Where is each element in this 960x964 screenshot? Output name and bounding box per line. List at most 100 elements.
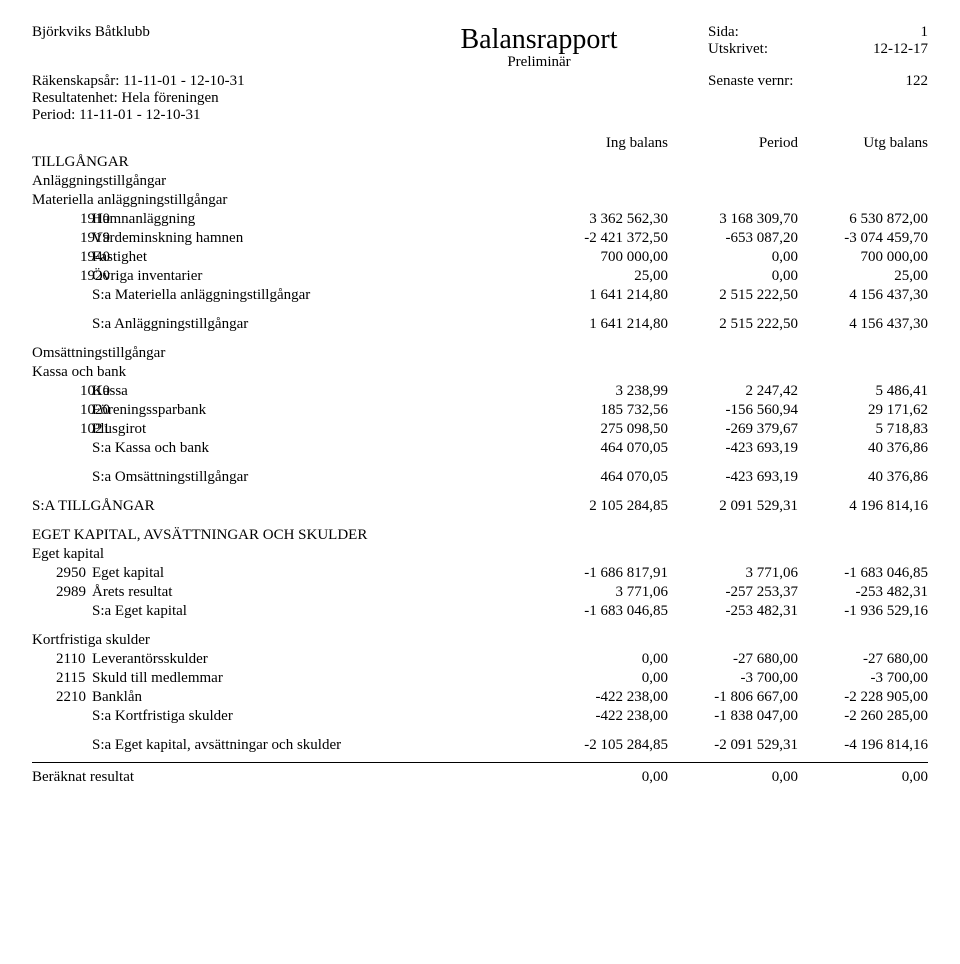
table-row: 2950 Eget kapital -1 686 817,91 3 771,06…: [32, 564, 928, 583]
val-ing: -1 686 817,91: [538, 564, 668, 583]
printed-meta: Utskrivet: 12-12-17: [708, 41, 928, 58]
acct-desc: Årets resultat: [92, 583, 538, 602]
result-row: Beräknat resultat 0,00 0,00 0,00: [32, 768, 928, 787]
acct-no: 2950: [32, 564, 92, 583]
val-period: 2 247,42: [668, 382, 798, 401]
acct-desc: Värdeminskning hamnen: [92, 229, 538, 248]
val-period: 2 515 222,50: [668, 315, 798, 334]
sum-desc: S:a Kortfristiga skulder: [92, 707, 538, 726]
acct-no: 2110: [32, 650, 92, 669]
table-row: 2989 Årets resultat 3 771,06 -257 253,37…: [32, 583, 928, 602]
printed-label: Utskrivet:: [708, 41, 768, 58]
fiscal-year: Räkenskapsår: 11-11-01 - 12-10-31: [32, 73, 245, 90]
val-utg: -1 683 046,85: [798, 564, 928, 583]
val-ing: 700 000,00: [538, 248, 668, 267]
sum-row: S:a Kassa och bank 464 070,05 -423 693,1…: [32, 439, 928, 458]
acct-no: 1021: [32, 420, 92, 439]
report-subtitle: Preliminär: [370, 54, 708, 71]
acct-no: 2989: [32, 583, 92, 602]
val-utg: 5 486,41: [798, 382, 928, 401]
val-period: -253 482,31: [668, 602, 798, 621]
val-period: -3 700,00: [668, 669, 798, 688]
acct-desc: Eget kapital: [92, 564, 538, 583]
val-utg: -253 482,31: [798, 583, 928, 602]
col-head-period: Period: [668, 134, 798, 153]
sum-desc: S:a Kassa och bank: [92, 439, 538, 458]
val-utg: 5 718,83: [798, 420, 928, 439]
val-utg: 25,00: [798, 267, 928, 286]
acct-no: 1020: [32, 401, 92, 420]
sum-desc: S:a Anläggningstillgångar: [92, 315, 538, 334]
acct-desc: Banklån: [92, 688, 538, 707]
val-period: 0,00: [668, 768, 798, 787]
val-ing: 3 362 562,30: [538, 210, 668, 229]
val-ing: 1 641 214,80: [538, 286, 668, 305]
column-headers: Ing balans Period Utg balans: [32, 134, 928, 153]
page-label: Sida:: [708, 24, 739, 41]
equity-title: EGET KAPITAL, AVSÄTTNINGAR OCH SKULDER: [32, 526, 928, 545]
acct-desc: Föreningssparbank: [92, 401, 538, 420]
sum-row: S:a Omsättningstillgångar 464 070,05 -42…: [32, 468, 928, 487]
page-number: 1: [868, 24, 928, 41]
table-row: 2210 Banklån -422 238,00 -1 806 667,00 -…: [32, 688, 928, 707]
val-ing: -422 238,00: [538, 707, 668, 726]
val-period: 3 168 309,70: [668, 210, 798, 229]
val-utg: -2 228 905,00: [798, 688, 928, 707]
acct-desc: Skuld till medlemmar: [92, 669, 538, 688]
val-utg: 4 156 437,30: [798, 315, 928, 334]
assets-title: TILLGÅNGAR: [32, 153, 928, 172]
val-period: -423 693,19: [668, 468, 798, 487]
val-ing: 0,00: [538, 669, 668, 688]
table-row: 1910 Hamnanläggning 3 362 562,30 3 168 3…: [32, 210, 928, 229]
eq-title: Eget kapital: [32, 545, 928, 564]
page-meta: Sida: 1: [708, 24, 928, 41]
val-ing: 0,00: [538, 768, 668, 787]
vernr-label: Senaste vernr:: [708, 73, 793, 90]
acct-desc: Plusgirot: [92, 420, 538, 439]
val-ing: 1 641 214,80: [538, 315, 668, 334]
sum-row: S:a Anläggningstillgångar 1 641 214,80 2…: [32, 315, 928, 334]
acct-no: 2210: [32, 688, 92, 707]
val-ing: 3 771,06: [538, 583, 668, 602]
val-ing: -2 421 372,50: [538, 229, 668, 248]
sum-row: S:a Eget kapital -1 683 046,85 -253 482,…: [32, 602, 928, 621]
val-ing: 2 105 284,85: [538, 497, 668, 516]
col-head-utg: Utg balans: [798, 134, 928, 153]
acct-desc: Fastighet: [92, 248, 538, 267]
val-utg: 700 000,00: [798, 248, 928, 267]
acct-no: 1920: [32, 267, 92, 286]
vernr-value: 122: [868, 73, 928, 90]
val-utg: -4 196 814,16: [798, 736, 928, 755]
current-assets-title: Omsättningstillgångar: [32, 344, 928, 363]
val-ing: 464 070,05: [538, 468, 668, 487]
acct-no: 1940: [32, 248, 92, 267]
val-utg: 40 376,86: [798, 439, 928, 458]
val-utg: 4 156 437,30: [798, 286, 928, 305]
val-period: 3 771,06: [668, 564, 798, 583]
val-period: -269 379,67: [668, 420, 798, 439]
val-utg: 6 530 872,00: [798, 210, 928, 229]
divider: [32, 762, 928, 763]
table-row: 2110 Leverantörsskulder 0,00 -27 680,00 …: [32, 650, 928, 669]
val-utg: -3 700,00: [798, 669, 928, 688]
val-period: 2 515 222,50: [668, 286, 798, 305]
fixed-assets-title: Anläggningstillgångar: [32, 172, 928, 191]
sum-desc: S:a Eget kapital, avsättningar och skuld…: [92, 736, 538, 755]
material-assets-title: Materiella anläggningstillgångar: [32, 191, 928, 210]
sum-desc: S:a Eget kapital: [92, 602, 538, 621]
acct-no: 1910: [32, 210, 92, 229]
table-row: 1021 Plusgirot 275 098,50 -269 379,67 5 …: [32, 420, 928, 439]
val-period: -257 253,37: [668, 583, 798, 602]
acct-desc: Kassa: [92, 382, 538, 401]
val-utg: -3 074 459,70: [798, 229, 928, 248]
vernr-meta: Senaste vernr: 122: [708, 73, 928, 90]
val-period: -27 680,00: [668, 650, 798, 669]
val-utg: 0,00: [798, 768, 928, 787]
table-row: 1010 Kassa 3 238,99 2 247,42 5 486,41: [32, 382, 928, 401]
table-row: 1919 Värdeminskning hamnen -2 421 372,50…: [32, 229, 928, 248]
val-ing: 3 238,99: [538, 382, 668, 401]
table-row: 1920 Övriga inventarier 25,00 0,00 25,00: [32, 267, 928, 286]
val-period: 0,00: [668, 267, 798, 286]
total-desc: S:A TILLGÅNGAR: [32, 497, 538, 516]
val-utg: 29 171,62: [798, 401, 928, 420]
